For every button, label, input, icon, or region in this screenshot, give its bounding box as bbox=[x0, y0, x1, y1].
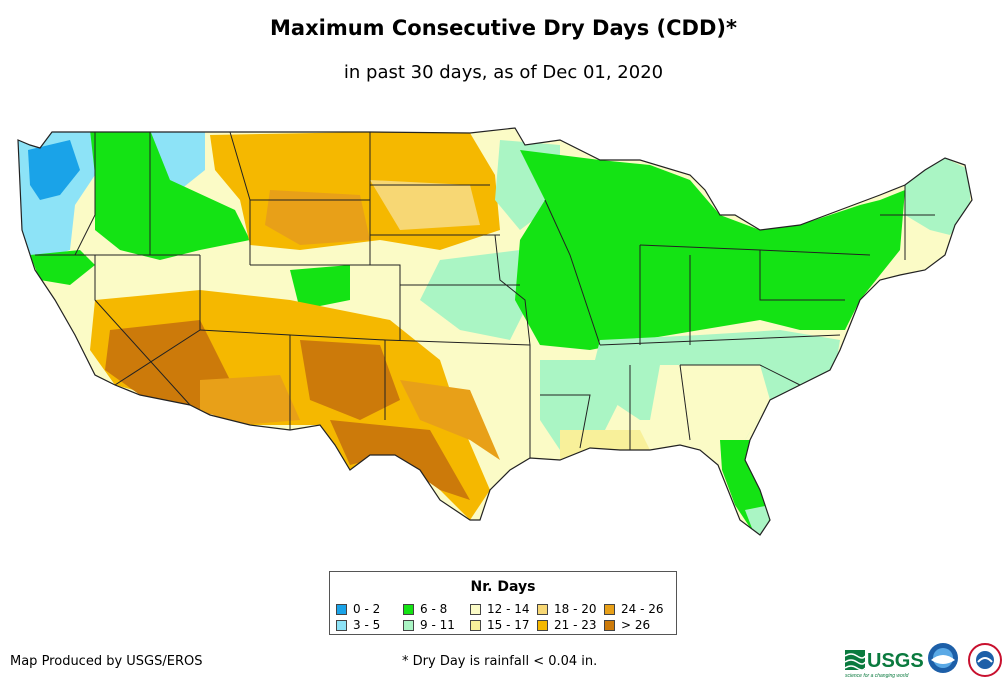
map-subtitle: in past 30 days, as of Dec 01, 2020 bbox=[343, 62, 664, 83]
usgs-logo-text: USGS bbox=[867, 650, 924, 672]
legend-item: > 26 bbox=[604, 618, 650, 632]
legend-swatch bbox=[470, 620, 481, 631]
dry-day-footnote: * Dry Day is rainfall < 0.04 in. bbox=[402, 654, 598, 669]
legend-item: 6 - 8 bbox=[403, 602, 447, 616]
legend-swatch bbox=[403, 604, 414, 615]
map-credit: Map Produced by USGS/EROS bbox=[10, 654, 203, 669]
map-title: Maximum Consecutive Dry Days (CDD)* bbox=[270, 16, 737, 40]
legend-swatch bbox=[403, 620, 414, 631]
legend-swatch bbox=[604, 620, 615, 631]
legend-item: 15 - 17 bbox=[470, 618, 530, 632]
state-borders bbox=[17, 127, 973, 536]
legend: Nr. Days 0 - 2 3 - 5 6 - 8 9 - 11 12 - 1… bbox=[329, 571, 677, 635]
legend-title: Nr. Days bbox=[470, 579, 536, 595]
legend-label: 3 - 5 bbox=[353, 618, 381, 632]
dry-days-shading bbox=[18, 128, 972, 535]
usgs-logo-tagline: science for a changing world bbox=[845, 673, 909, 679]
legend-item: 3 - 5 bbox=[336, 618, 380, 632]
legend-swatch bbox=[604, 604, 615, 615]
legend-swatch bbox=[537, 604, 548, 615]
legend-swatch bbox=[537, 620, 548, 631]
legend-label: 15 - 17 bbox=[487, 618, 530, 632]
legend-swatch bbox=[470, 604, 481, 615]
legend-label: > 26 bbox=[621, 618, 651, 632]
legend-item: 0 - 2 bbox=[336, 602, 380, 616]
legend-item: 21 - 23 bbox=[537, 618, 597, 632]
legend-item: 24 - 26 bbox=[604, 602, 664, 616]
legend-label: 9 - 11 bbox=[420, 618, 455, 632]
noaa-logo bbox=[928, 643, 958, 673]
legend-label: 18 - 20 bbox=[554, 602, 597, 616]
legend-label: 0 - 2 bbox=[353, 602, 381, 616]
legend-label: 12 - 14 bbox=[487, 602, 530, 616]
agency-logos: USGS science for a changing world bbox=[844, 643, 1002, 679]
legend-label: 24 - 26 bbox=[621, 602, 664, 616]
legend-label: 6 - 8 bbox=[420, 602, 448, 616]
legend-item: 18 - 20 bbox=[537, 602, 597, 616]
legend-swatch bbox=[336, 604, 347, 615]
legend-label: 21 - 23 bbox=[554, 618, 597, 632]
legend-swatch bbox=[336, 620, 347, 631]
usgs-logo: USGS science for a changing world bbox=[844, 650, 924, 679]
legend-item: 9 - 11 bbox=[403, 618, 455, 632]
legend-item: 12 - 14 bbox=[470, 602, 530, 616]
nws-logo bbox=[968, 643, 1002, 677]
